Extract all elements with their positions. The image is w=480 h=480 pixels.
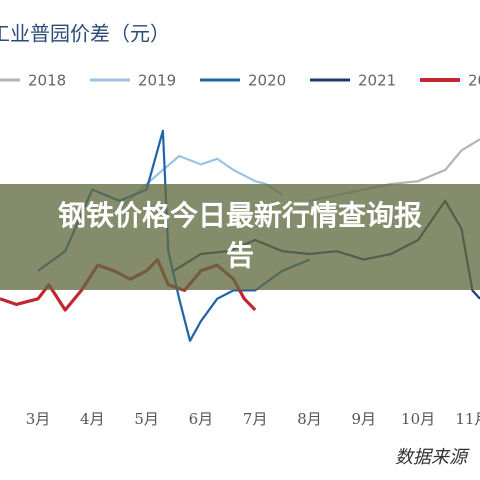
line: [118, 154, 284, 211]
x-tick-label: 4月: [80, 410, 105, 428]
x-tick-label: 11月: [455, 410, 480, 428]
x-tick-label: 6月: [189, 410, 214, 428]
legend-label: 2020: [248, 72, 286, 90]
x-tick-label: 9月: [352, 410, 377, 428]
banner-text: 钢铁价格今日最新行情查询报告: [57, 199, 422, 272]
chart-title: 工业普园价差（元）: [0, 22, 170, 46]
x-tick-label: 10月: [401, 410, 435, 428]
banner: [0, 184, 480, 290]
legend-label: 2018: [28, 72, 66, 90]
x-tick-label: 7月: [243, 410, 268, 428]
source: 数据来源: [395, 447, 470, 468]
legend-label: 2019: [138, 72, 176, 90]
x-tick-label: 3月: [26, 410, 51, 428]
x-tick-label: 5月: [134, 410, 159, 428]
x-tick-label: 8月: [297, 410, 322, 428]
legend-label: 2021: [358, 72, 396, 90]
legend-label: 2022: [468, 72, 480, 90]
